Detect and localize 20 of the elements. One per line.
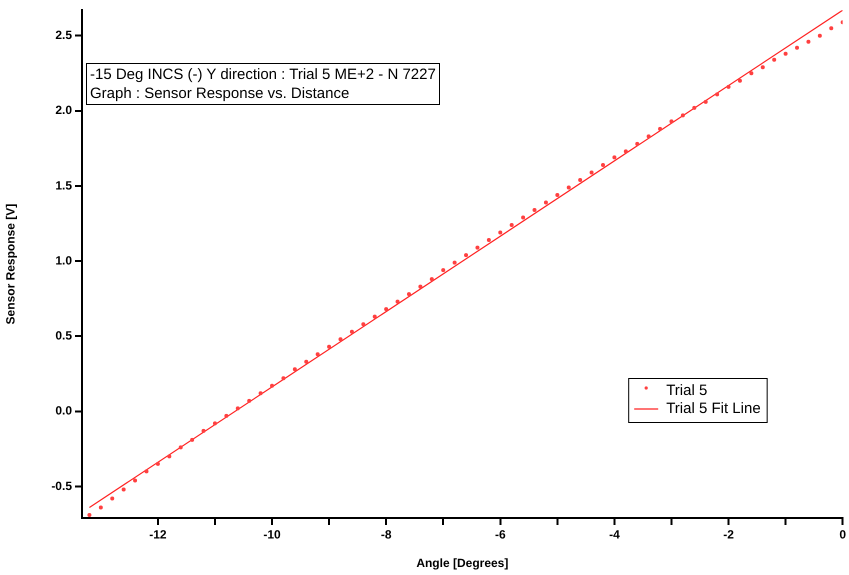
y-axis-title: Sensor Response [V] [4,204,18,324]
y-tick-label: 1.5 [55,178,72,192]
x-tick-label: 0 [839,528,846,542]
y-tick-label: 2.5 [55,28,72,42]
x-tick-label: -6 [494,528,506,542]
x-axis-title: Angle [Degrees] [416,556,508,570]
y-tick-label: 0.0 [55,404,72,418]
x-tick-label: -10 [263,528,282,542]
annotation: -15 Deg INCS (-) Y direction : Trial 5 ME+2 - N 7227 [90,65,436,84]
y-tick-label: -0.5 [51,478,72,493]
x-tick-label: -4 [609,528,620,542]
annotation: Graph : Sensor Response vs. Distance [90,84,350,103]
x-tick-label: -8 [380,528,392,542]
legend-label: Trial 5 [666,382,708,400]
x-tick-label: -2 [723,528,734,542]
y-tick-label: 0.5 [55,328,72,343]
y-tick-label: 1.0 [55,253,72,268]
y-tick-label: 2.0 [55,103,72,118]
x-tick-label: -12 [149,528,167,542]
legend-label: Trial 5 Fit Line [666,400,761,418]
